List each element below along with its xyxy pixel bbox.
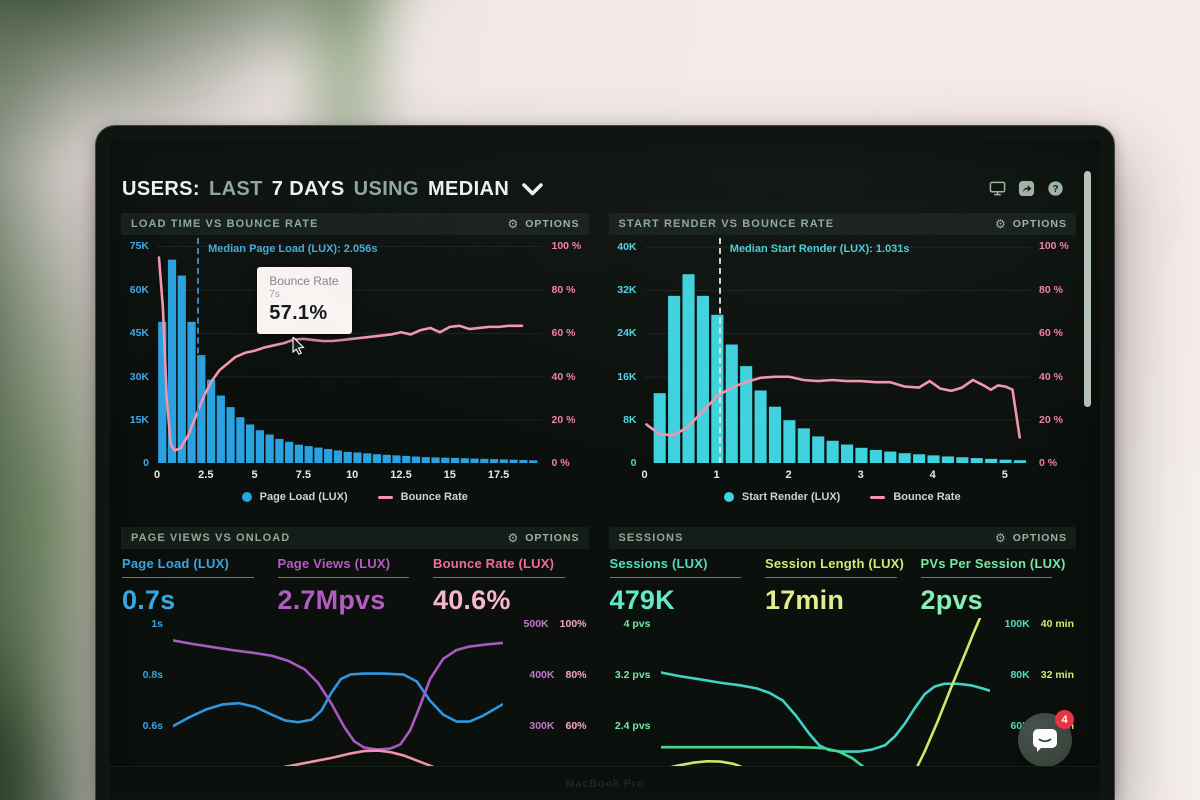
metric-page-views: Page Views (LUX) 2.7Mpvs (277, 556, 434, 616)
gear-icon: ⚙ (507, 531, 520, 545)
median-line: Median Page Load (LUX): 2.056s (197, 237, 377, 464)
divider (277, 577, 409, 578)
legend: Page Load (LUX) Bounce Rate (121, 485, 589, 509)
notification-badge: 4 (1055, 710, 1074, 729)
plot-area (661, 618, 991, 800)
options-button[interactable]: ⚙ OPTIONS (507, 532, 579, 544)
header-median: MEDIAN (427, 177, 510, 200)
options-label: OPTIONS (1012, 217, 1067, 230)
monitor-icon[interactable] (989, 180, 1006, 197)
divider (765, 577, 897, 578)
svg-text:?: ? (1052, 184, 1058, 195)
chart-load-time: 0 15K 30K 45K 60K 75K Median Page Load (LUX):… (121, 237, 589, 485)
help-icon[interactable]: ? (1047, 180, 1064, 197)
plot-area: Median Page Load (LUX): 2.056s 0 2.5 5 7.5 1… (153, 237, 543, 485)
chat-bubble-icon (1033, 729, 1057, 752)
metric-pvs-per-session: PVs Per Session (LUX) 2pvs (920, 556, 1066, 615)
header-last: LAST (208, 177, 263, 200)
divider (433, 577, 565, 578)
gear-icon: ⚙ (507, 216, 520, 231)
header-days: 7 DAYS (271, 177, 345, 200)
divider (920, 577, 1052, 578)
chat-widget-button[interactable]: 4 (1018, 710, 1074, 767)
chart-start-render: 0 8K 16K 24K 32K 40K Median Start Render (LUX… (609, 237, 1077, 485)
topbar-icons: ? (989, 180, 1064, 197)
divider (609, 577, 741, 578)
panel-title: PAGE VIEWS VS ONLOAD (131, 532, 291, 544)
metric-sessions: Sessions (LUX) 479K (609, 556, 766, 616)
header-using: USING (353, 177, 419, 200)
options-label: OPTIONS (525, 217, 580, 230)
share-icon[interactable] (1018, 180, 1035, 197)
legend-line (870, 495, 886, 499)
metric-bounce-rate: Bounce Rate (LUX) 40.6% (433, 556, 589, 616)
metric-row: Page Load (LUX) 0.7s Page Views (LUX) 2.… (121, 549, 589, 616)
gear-icon: ⚙ (994, 531, 1007, 545)
dashboard: ? USERS: LAST 7 DAYS USING MEDIAN (110, 140, 1100, 766)
options-label: OPTIONS (525, 532, 580, 544)
y-axis-left: 0 15K 30K 45K 60K 75K (129, 240, 149, 470)
chevron-down-icon (522, 182, 544, 195)
panel-load-time-vs-bounce-rate: LOAD TIME VS BOUNCE RATE ⚙ OPTIONS 0 15K 3… (121, 213, 589, 509)
divider (122, 577, 254, 578)
legend-line (377, 495, 393, 499)
scrollbar-thumb[interactable] (1084, 171, 1091, 407)
tooltip: Bounce Rate 7s 57.1% (257, 267, 352, 335)
median-label: Median Page Load (LUX): 2.056s (208, 242, 378, 255)
y-axis-right: 0 % 20 % 40 % 60 % 80 % 100 % (1039, 240, 1069, 470)
metric-session-length: Session Length (LUX) 17min (765, 556, 905, 615)
metric-row: Sessions (LUX) 479K Session Length (LUX)… (609, 549, 1077, 616)
header-users: USERS: (122, 177, 200, 200)
legend: Start Render (LUX) Bounce Rate (609, 485, 1077, 509)
bezel-text: MacBook Pro (565, 777, 645, 790)
timeframe-selector[interactable]: USERS: LAST 7 DAYS USING MEDIAN (122, 177, 544, 201)
options-label: OPTIONS (1012, 532, 1067, 544)
options-button[interactable]: ⚙ OPTIONS (995, 218, 1067, 230)
gear-icon: ⚙ (994, 216, 1007, 231)
mouse-cursor-icon (292, 336, 305, 355)
panel-title: LOAD TIME VS BOUNCE RATE (131, 217, 319, 230)
median-line: Median Start Render (LUX): 1.031s (718, 237, 910, 464)
options-button[interactable]: ⚙ OPTIONS (995, 532, 1067, 544)
laptop: ? USERS: LAST 7 DAYS USING MEDIAN (95, 125, 1115, 800)
laptop-hinge: MacBook Pro (110, 766, 1100, 800)
laptop-screen: ? USERS: LAST 7 DAYS USING MEDIAN (110, 140, 1100, 800)
y-axis-left: 0 8K 16K 24K 32K 40K (617, 240, 637, 470)
panel-title: START RENDER VS BOUNCE RATE (618, 217, 835, 230)
x-axis: 0 2.5 5 7.5 10 12.5 15 17.5 (153, 469, 510, 482)
options-button[interactable]: ⚙ OPTIONS (507, 218, 579, 230)
legend-dot (241, 492, 252, 503)
median-label: Median Start Render (LUX): 1.031s (729, 242, 910, 255)
panel-sessions: SESSIONS ⚙ OPTIONS Sessions (LUX) 479K (608, 527, 1077, 800)
panel-page-views-vs-onload: PAGE VIEWS VS ONLOAD ⚙ OPTIONS Page Load… (121, 527, 589, 800)
panel-title: SESSIONS (618, 532, 684, 544)
y-axis-right: 0 % 20 % 40 % 60 % 80 % 100 % (551, 240, 582, 470)
dashboard-header: USERS: LAST 7 DAYS USING MEDIAN (121, 174, 1076, 204)
metric-page-load: Page Load (LUX) 0.7s (122, 556, 278, 616)
legend-dot (723, 492, 734, 503)
